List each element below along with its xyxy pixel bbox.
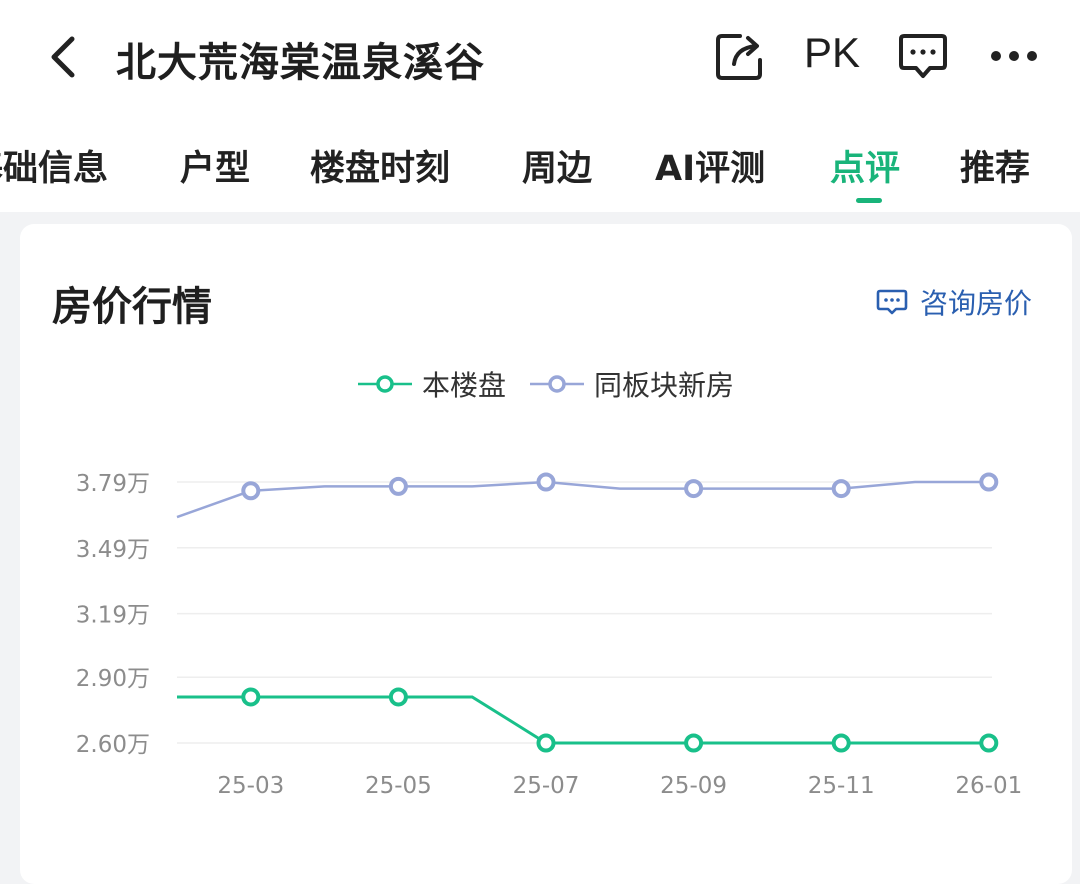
- card-title: 房价行情: [52, 284, 212, 330]
- x-tick-label: 26-01: [955, 773, 1022, 799]
- share-icon[interactable]: [714, 30, 766, 82]
- price-line-chart: 3.79万 3.49万 3.19万 2.90万 2.60万 25-03 25-05 25-07…: [76, 471, 1022, 799]
- series-line: [177, 695, 989, 745]
- tab-comments[interactable]: 点评: [830, 149, 901, 189]
- y-tick-label: 3.79万: [76, 471, 150, 497]
- data-point: [831, 479, 851, 499]
- y-tick-label: 3.49万: [76, 537, 150, 563]
- data-point: [684, 479, 704, 499]
- y-tick-label: 3.19万: [76, 603, 150, 629]
- tab-ai-review[interactable]: AI评测: [655, 149, 766, 189]
- tab-surroundings[interactable]: 周边: [522, 149, 593, 189]
- y-tick-label: 2.60万: [76, 732, 150, 758]
- legend-marker-green: [357, 375, 412, 393]
- chart-legend: 本楼盘 同板块新房: [20, 364, 1072, 404]
- legend-label: 本楼盘: [421, 369, 506, 402]
- legend-marker-blue: [530, 375, 584, 393]
- legend-label: 同板块新房: [594, 369, 735, 402]
- page-title: 北大荒海棠温泉溪谷: [116, 40, 485, 86]
- data-point: [241, 481, 261, 501]
- consult-price-button[interactable]: 咨询房价: [876, 284, 1032, 320]
- tab-floor-plan[interactable]: 户型: [180, 149, 251, 189]
- y-tick-label: 2.90万: [76, 666, 150, 692]
- data-point: [388, 687, 408, 707]
- data-point: [388, 476, 408, 496]
- data-point: [979, 472, 999, 492]
- back-icon[interactable]: [42, 33, 86, 81]
- tab-basic-info[interactable]: 基础信息: [0, 149, 109, 189]
- chat-icon: [876, 289, 908, 315]
- data-point: [684, 733, 704, 753]
- x-tick-label: 25-07: [513, 773, 580, 799]
- series-line: [176, 480, 989, 519]
- x-tick-label: 25-11: [808, 773, 875, 799]
- x-tick-label: 25-09: [660, 773, 727, 799]
- message-icon[interactable]: [898, 32, 948, 80]
- tab-project-moments[interactable]: 楼盘时刻: [310, 149, 451, 189]
- data-point: [979, 733, 999, 753]
- legend-item-this-project: 本楼盘: [357, 364, 506, 404]
- top-bar: 北大荒海棠温泉溪谷 PK: [0, 0, 1080, 120]
- data-point: [536, 472, 556, 492]
- pk-button[interactable]: PK: [804, 29, 861, 76]
- x-tick-label: 25-05: [365, 773, 432, 799]
- data-point: [831, 733, 851, 753]
- tab-bar: 基础信息 户型 楼盘时刻 周边 AI评测 点评 推荐: [0, 120, 1080, 212]
- consult-price-label: 咨询房价: [920, 287, 1033, 320]
- x-tick-label: 25-03: [217, 773, 284, 799]
- active-tab-indicator: [856, 198, 882, 203]
- data-point: [536, 733, 556, 753]
- data-point: [241, 687, 261, 707]
- legend-item-same-area: 同板块新房: [530, 364, 734, 404]
- price-trend-card: 房价行情 咨询房价 本楼盘 同板块新房 3.79万 3.49万 3.19万 2.90万…: [20, 224, 1072, 884]
- more-icon[interactable]: [990, 50, 1038, 62]
- tab-recommend[interactable]: 推荐: [960, 149, 1031, 189]
